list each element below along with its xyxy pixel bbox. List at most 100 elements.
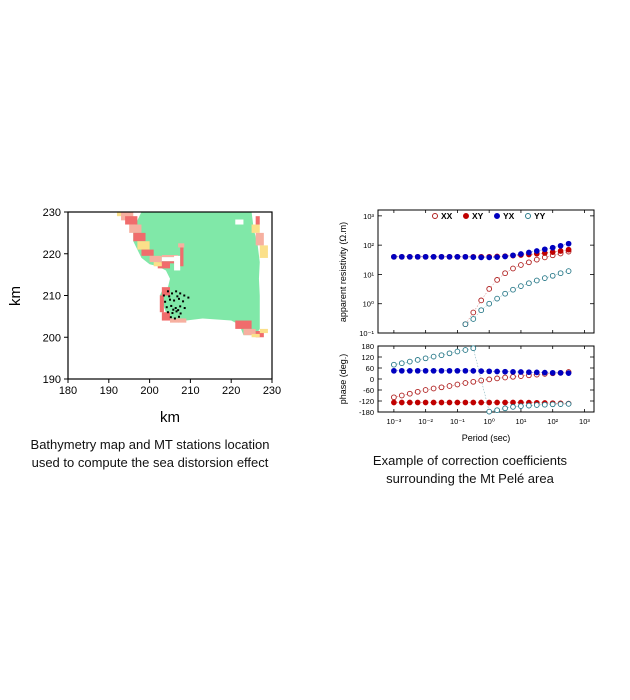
phase-yy-point [470,345,477,352]
shore-cell [129,224,142,233]
phase-xx-point [430,385,437,392]
mt-station-marker [177,309,180,312]
phase-xx-point [391,394,397,401]
mt-station-marker [162,294,165,297]
phase-ytick-label: 60 [366,364,374,373]
rho-xy-point [565,246,572,253]
rho-yx-point [430,253,437,260]
resistivity-ylabel: apparent resistivity (Ω.m) [338,222,348,322]
left-caption: Bathymetry map and MT stations location … [10,436,290,472]
mt-station-marker [169,316,172,319]
left-caption-line2: used to compute the sea distorsion effec… [31,455,269,470]
resistivity-panel-frame [377,209,595,334]
mt-station-marker [170,304,173,307]
right-caption-line1: Example of correction coefficients [372,453,568,468]
mt-station-marker [177,297,180,300]
mt-station-marker [169,298,171,301]
rho-yx-point [462,253,469,260]
rho-yx-point [518,251,524,257]
shore-cell [159,295,164,313]
rho-yy-point [478,307,485,314]
mt-station-marker [177,315,180,318]
phase-yx-point [541,369,548,376]
phase-yx-point [391,367,397,374]
phase-xx-point [510,373,516,380]
shore-cell [170,318,187,323]
rho-yy-point [533,277,540,284]
rho-yx-point [446,253,453,260]
rho-yy-point [510,286,516,293]
mt-legend: XX XY YX YY [432,211,546,221]
phase-yy-point [391,361,397,368]
rho-yx-point [391,253,397,260]
phase-xx-point [462,380,469,386]
phase-xx-point [486,376,493,383]
mt-station-marker [168,295,171,298]
phase-yx-point [557,370,564,376]
phase-xx-point [438,384,445,391]
mt-station-marker [183,294,186,297]
phase-yy-point [438,352,445,359]
phase-ytick-label: -60 [363,386,374,395]
phase-xtick-label: 10³ [579,417,590,426]
phase-xx-point [454,381,461,388]
rho-yy-point [502,290,508,297]
phase-yy-point [406,358,413,365]
shore-cell [243,328,256,336]
phase-xtick-label: 10⁰ [483,417,494,426]
shore-cell [149,255,162,263]
shore-cell [157,262,170,269]
phase-yx-point [502,368,508,375]
station-markers [162,290,190,320]
rho-xx-point [502,270,508,277]
shore-cell [235,320,252,329]
phase-yy-point [518,403,524,409]
phase-xtick-label: 10⁻¹ [450,417,465,426]
phase-yy-point [446,350,453,357]
rho-ytick-label: 10³ [363,212,374,221]
rho-xx-point [478,297,485,304]
map-ylabel: km [7,286,24,306]
mt-station-marker [176,295,179,298]
rho-yy-point [462,321,469,328]
mt-station-marker [179,292,182,295]
land-area [133,212,260,336]
phase-yx-point [406,367,413,374]
phase-ytick-label: 180 [361,342,374,351]
mt-station-marker [166,290,169,293]
phase-yy-point [414,357,421,363]
phase-xy-point [414,399,421,406]
phase-xtick-label: 10⁻² [418,417,433,426]
mt-station-marker [174,307,177,310]
rho-yy-point [494,295,500,302]
shore-cell [133,232,146,242]
map-xtick-label: 200 [140,385,158,397]
map-ytick-label: 190 [43,374,61,386]
shore-cell [153,262,162,267]
rho-yy-point [549,272,556,279]
left-caption-line1: Bathymetry map and MT stations location [30,437,270,452]
phase-xy-point [398,399,405,406]
shore-cell [255,216,260,225]
map-xlabel: km [160,409,180,426]
shore-cell [178,243,185,248]
rho-xx-point [518,262,524,268]
phase-ytick-label: 0 [370,375,374,384]
phase-yy-point [565,401,572,407]
rho-yx-point [470,254,477,260]
phase-yx-point [526,369,532,376]
phase-yx-point [565,370,572,376]
right-caption-line2: surrounding the Mt Pelé area [386,471,554,486]
legend-xy-label: XY [472,211,484,221]
rho-xx-point [526,259,532,266]
phase-yy-point [549,401,556,408]
mt-station-marker [179,312,182,315]
legend-xx-marker [432,213,438,219]
phase-yx-point [422,367,429,374]
legend-yy-marker [525,213,531,219]
mt-station-marker [187,296,190,299]
rho-yx-point [406,253,413,260]
phase-yy-point [398,360,405,367]
